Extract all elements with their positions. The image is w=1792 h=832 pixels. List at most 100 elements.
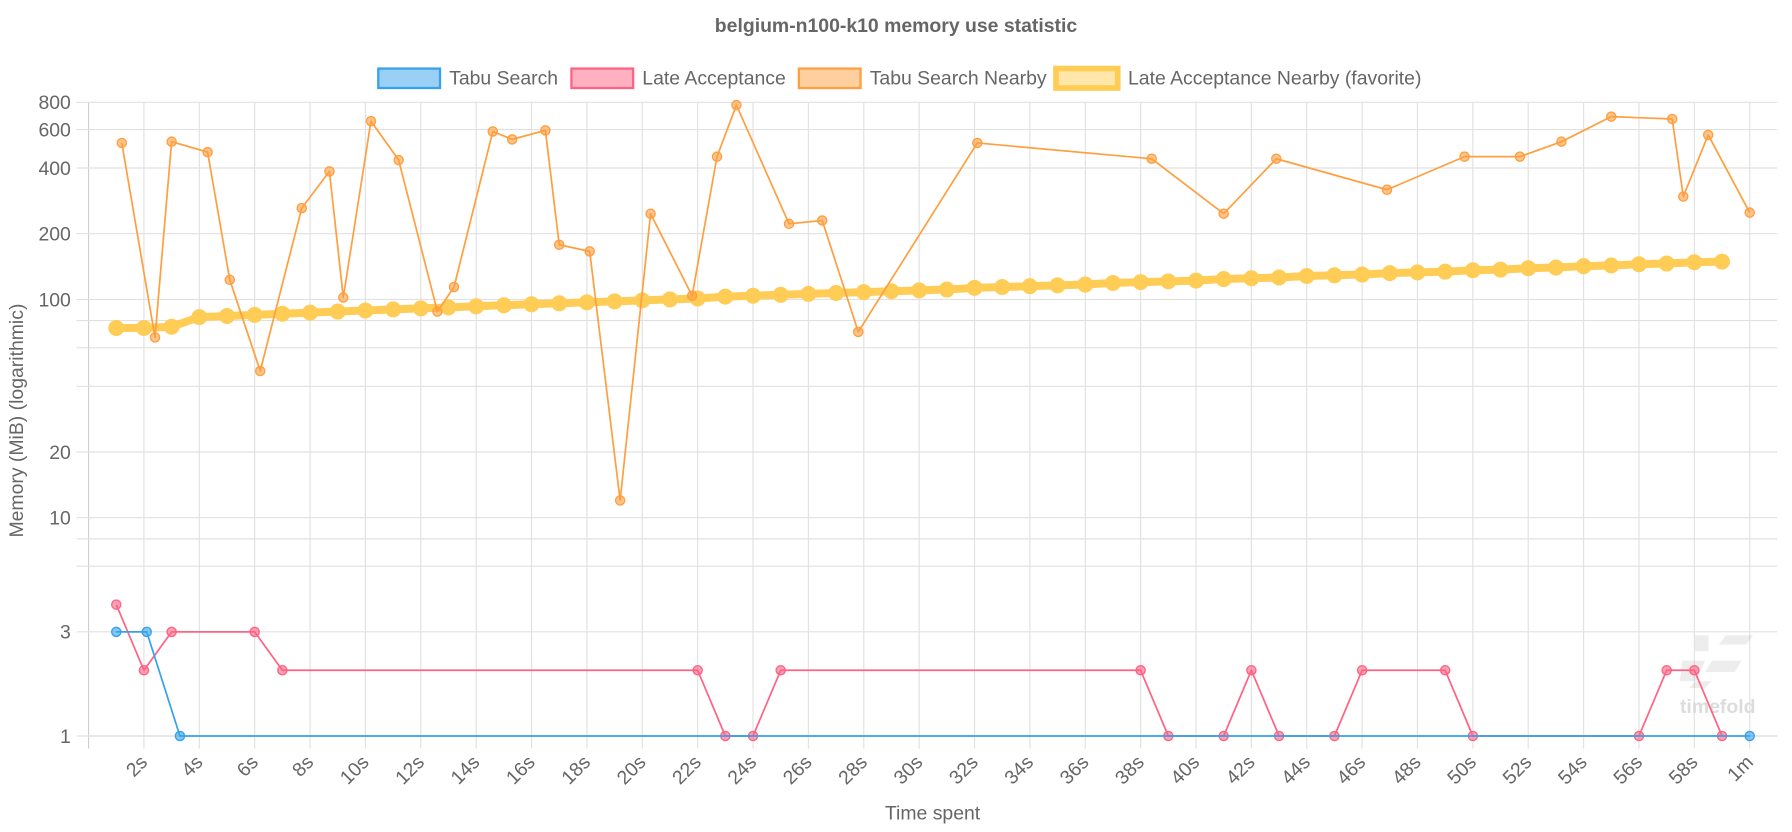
data-point[interactable] <box>972 137 983 149</box>
data-point[interactable] <box>1188 272 1204 289</box>
data-point[interactable] <box>202 146 213 158</box>
data-point[interactable] <box>1606 111 1617 122</box>
legend-item-late-acceptance[interactable]: Late Acceptance <box>570 67 786 90</box>
data-point[interactable] <box>1686 254 1703 271</box>
data-point[interactable] <box>116 137 128 149</box>
data-point[interactable] <box>731 99 742 111</box>
data-point[interactable] <box>135 319 152 336</box>
data-point[interactable] <box>448 281 460 293</box>
data-point[interactable] <box>828 285 845 302</box>
data-point[interactable] <box>302 304 319 321</box>
data-point[interactable] <box>249 626 260 638</box>
data-point[interactable] <box>385 301 402 318</box>
data-point[interactable] <box>1104 274 1121 291</box>
data-point[interactable] <box>645 208 656 219</box>
data-point[interactable] <box>1630 256 1647 273</box>
data-point[interactable] <box>110 599 122 610</box>
data-point[interactable] <box>1381 184 1393 196</box>
data-point[interactable] <box>1714 253 1731 270</box>
data-point[interactable] <box>166 136 177 147</box>
data-point[interactable] <box>254 365 266 377</box>
data-point[interactable] <box>224 274 236 286</box>
data-point[interactable] <box>1135 665 1146 676</box>
data-point[interactable] <box>1547 259 1564 276</box>
data-point[interactable] <box>1658 255 1675 272</box>
data-point[interactable] <box>174 730 186 742</box>
data-point[interactable] <box>855 284 872 301</box>
data-point[interactable] <box>1049 277 1066 294</box>
data-point[interactable] <box>357 302 374 319</box>
data-point[interactable] <box>1146 153 1157 165</box>
data-point[interactable] <box>487 126 499 137</box>
data-point[interactable] <box>138 665 150 676</box>
data-point[interactable] <box>938 281 955 298</box>
data-point[interactable] <box>578 294 595 311</box>
data-point[interactable] <box>1271 153 1282 165</box>
data-point[interactable] <box>686 290 698 301</box>
data-point[interactable] <box>1298 268 1315 285</box>
data-point[interactable] <box>1744 730 1755 742</box>
data-point[interactable] <box>711 151 723 162</box>
data-point[interactable] <box>1744 207 1755 218</box>
data-point[interactable] <box>393 154 404 166</box>
data-point[interactable] <box>166 626 177 638</box>
data-point[interactable] <box>783 218 795 230</box>
data-point[interactable] <box>412 300 429 317</box>
data-point[interactable] <box>1271 269 1288 286</box>
data-point[interactable] <box>1459 151 1470 162</box>
data-point[interactable] <box>1354 266 1371 283</box>
data-point[interactable] <box>1409 264 1426 281</box>
data-point[interactable] <box>852 326 864 338</box>
data-point[interactable] <box>141 626 152 638</box>
data-point[interactable] <box>506 134 518 145</box>
data-point[interactable] <box>661 291 678 308</box>
data-point[interactable] <box>745 287 762 304</box>
data-point[interactable] <box>1661 665 1672 676</box>
data-point[interactable] <box>1603 257 1620 274</box>
data-point[interactable] <box>329 303 346 320</box>
data-point[interactable] <box>1160 273 1177 290</box>
data-point[interactable] <box>584 246 595 257</box>
data-point[interactable] <box>540 125 551 136</box>
data-point[interactable] <box>1356 665 1368 676</box>
data-point[interactable] <box>966 279 983 296</box>
data-point[interactable] <box>1218 208 1229 219</box>
data-point[interactable] <box>324 166 335 177</box>
data-point[interactable] <box>551 295 568 312</box>
data-point[interactable] <box>108 319 125 336</box>
data-point[interactable] <box>692 665 703 676</box>
data-point[interactable] <box>1514 151 1526 162</box>
data-point[interactable] <box>1326 267 1343 284</box>
data-point[interactable] <box>1520 260 1537 277</box>
data-point[interactable] <box>1689 665 1700 676</box>
data-point[interactable] <box>1575 258 1592 275</box>
data-point[interactable] <box>1132 274 1149 291</box>
data-point[interactable] <box>1439 665 1451 676</box>
data-point[interactable] <box>1492 261 1509 278</box>
data-point[interactable] <box>163 318 180 335</box>
data-point[interactable] <box>911 282 928 299</box>
data-point[interactable] <box>1678 191 1689 202</box>
data-point[interactable] <box>338 292 349 303</box>
data-point[interactable] <box>1215 271 1232 288</box>
data-point[interactable] <box>149 332 161 343</box>
data-point[interactable] <box>553 239 565 251</box>
data-point[interactable] <box>1246 665 1257 676</box>
data-point[interactable] <box>994 279 1011 296</box>
data-point[interactable] <box>365 115 377 127</box>
data-point[interactable] <box>1666 113 1678 125</box>
legend-item-tabu-search-nearby[interactable]: Tabu Search Nearby <box>797 67 1047 90</box>
data-point[interactable] <box>495 297 512 314</box>
data-point[interactable] <box>1437 263 1454 280</box>
data-point[interactable] <box>800 285 817 302</box>
data-point[interactable] <box>277 665 288 676</box>
data-point[interactable] <box>219 307 235 324</box>
data-point[interactable] <box>274 305 291 322</box>
data-point[interactable] <box>1556 136 1567 147</box>
data-point[interactable] <box>614 495 626 506</box>
data-point[interactable] <box>775 665 786 676</box>
data-point[interactable] <box>816 215 828 226</box>
data-point[interactable] <box>110 626 122 638</box>
data-point[interactable] <box>246 306 263 323</box>
data-point[interactable] <box>1243 270 1260 287</box>
